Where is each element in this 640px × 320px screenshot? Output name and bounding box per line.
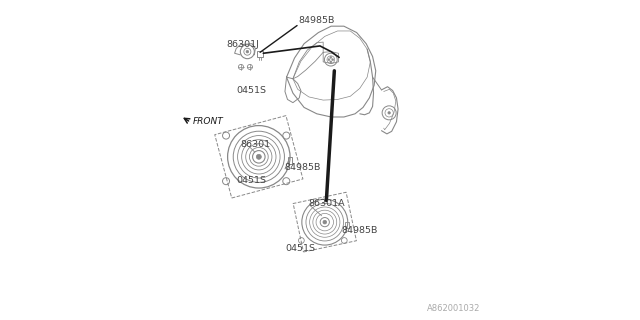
Text: 84985B: 84985B [341,226,378,235]
Text: A862001032: A862001032 [427,304,480,313]
Circle shape [388,112,390,114]
Text: 0451S: 0451S [237,176,266,185]
Bar [257,51,262,57]
Text: 0451S: 0451S [237,86,266,95]
Text: 84985B: 84985B [284,163,321,172]
Circle shape [330,61,332,63]
Bar [345,222,349,228]
Circle shape [332,59,333,60]
Bar [287,157,292,164]
Text: FRONT: FRONT [193,117,223,126]
Text: 86301: 86301 [241,140,271,149]
Circle shape [323,220,326,224]
Circle shape [246,50,248,53]
Text: 84985B: 84985B [298,16,335,25]
Text: 0451S: 0451S [285,244,316,253]
Text: 86301A: 86301A [308,199,344,208]
Circle shape [328,59,330,60]
Circle shape [330,56,332,58]
Circle shape [257,154,261,159]
Text: 86301J: 86301J [227,40,260,49]
